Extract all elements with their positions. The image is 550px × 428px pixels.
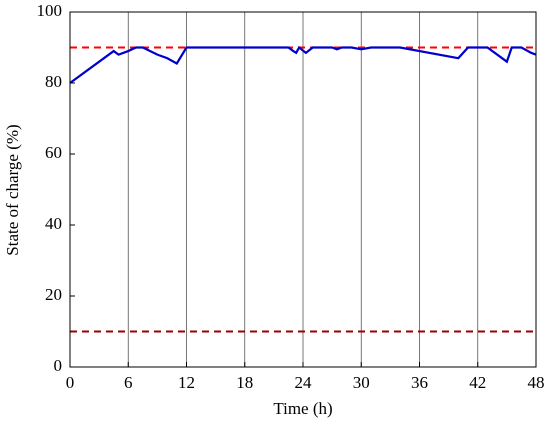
y-axis-label: State of charge (%)	[3, 124, 22, 255]
y-tick-label: 80	[45, 72, 62, 91]
plot-frame	[69, 11, 537, 368]
data-line	[69, 45, 537, 84]
x-tick-label: 24	[295, 373, 313, 392]
x-tick-label: 0	[66, 373, 75, 392]
x-axis-label: Time (h)	[273, 399, 332, 418]
x-tick-label: 36	[411, 373, 428, 392]
y-tick-label: 20	[45, 285, 62, 304]
y-tick-label: 0	[54, 356, 63, 375]
x-tick-label: 6	[124, 373, 133, 392]
x-tick-label: 42	[469, 373, 486, 392]
x-tick-label: 18	[236, 373, 253, 392]
x-tick-label: 30	[353, 373, 370, 392]
y-tick-label: 100	[37, 1, 63, 20]
y-tick-label: 60	[45, 143, 62, 162]
y-tick-label: 40	[45, 214, 62, 233]
x-tick-label: 12	[178, 373, 195, 392]
x-tick-label: 48	[528, 373, 545, 392]
